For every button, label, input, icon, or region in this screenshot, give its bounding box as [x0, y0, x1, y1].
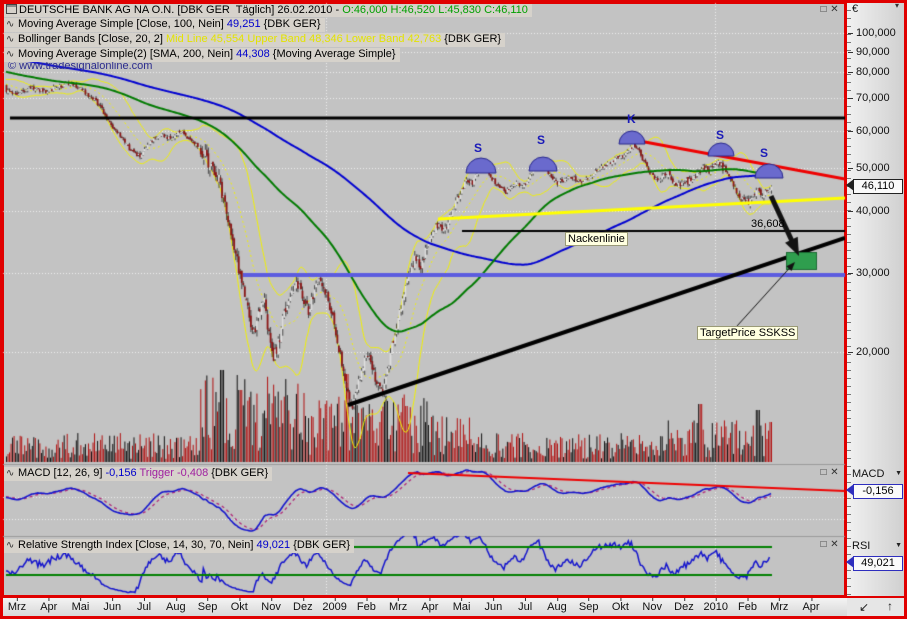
indicator-legend-row-2[interactable]: ∿ Moving Average Simple(2) [SMA, 200, Nei…: [4, 48, 400, 62]
chevron-down-icon[interactable]: ▼: [895, 470, 902, 477]
legend-text: -0,156: [105, 467, 137, 479]
last-price-marker: 46,110: [846, 179, 903, 194]
legend-text: 49,021: [256, 539, 291, 551]
legend-stack: DEUTSCHE BANK AG NA O.N. [DBK GER Täglic…: [4, 4, 532, 553]
legend-text: O:46,000 H:46,520 L:45,830 C:46,110: [342, 4, 528, 16]
pan-up-icon[interactable]: ↑: [887, 599, 893, 613]
macd-axis-label: MACD: [852, 468, 885, 480]
legend-text: -0,408: [177, 467, 209, 479]
rsi-axis-label: RSI: [852, 540, 871, 552]
legend-text: DEUTSCHE BANK AG NA O.N. [DBK GER Täglic…: [19, 4, 343, 16]
indicator-line-icon: ∿: [6, 468, 15, 479]
legend-text: Trigger: [136, 467, 177, 479]
close-icon[interactable]: ✕: [830, 539, 839, 550]
macd-value-marker: -0,156: [846, 484, 903, 499]
legend-text: {Moving Average Simple}: [269, 48, 396, 60]
legend-text: {DBK GER}: [290, 539, 351, 551]
chevron-down-icon[interactable]: ▼: [895, 542, 902, 549]
legend-text: MACD [12, 26, 9]: [18, 467, 106, 479]
legend-text: Bollinger Bands [Close, 20, 2]: [18, 33, 166, 45]
instrument-title-row[interactable]: DEUTSCHE BANK AG NA O.N. [DBK GER Täglic…: [4, 4, 532, 17]
panel-controls-0: □ ✕: [818, 4, 840, 15]
indicator-line-icon: ∿: [6, 540, 15, 551]
legend-text: {DBK GER}: [260, 18, 321, 30]
panel-controls-1: □ ✕: [818, 467, 840, 478]
rsi-legend-row[interactable]: ∿ Relative Strength Index [Close, 14, 30,…: [4, 539, 355, 553]
close-icon[interactable]: ✕: [830, 467, 839, 478]
legend-text: {DBK GER}: [444, 33, 502, 45]
legend-text: Moving Average Simple(2) [SMA, 200, Nein…: [18, 48, 237, 60]
legend-text: Moving Average Simple [Close, 100, Nein]: [18, 18, 227, 30]
legend-text: Relative Strength Index [Close, 14, 30, …: [18, 539, 257, 551]
restore-icon[interactable]: □: [820, 467, 827, 478]
chart-window-icon: [6, 4, 17, 14]
panel-controls-2: □ ✕: [818, 539, 840, 550]
close-icon[interactable]: ✕: [830, 4, 839, 15]
legend-text: 44,308: [236, 48, 270, 60]
restore-icon[interactable]: □: [820, 539, 827, 550]
axis-caret-icon[interactable]: ▾: [895, 1, 900, 10]
rsi-value-marker: 49,021: [846, 556, 903, 571]
legend-text: 49,251: [226, 18, 261, 30]
legend-text: Mid Line 45,554 Upper Band 48,346 Lower …: [165, 33, 445, 45]
rsi-axis-dropdown[interactable]: RSI ▼: [852, 540, 902, 552]
legend-text: {DBK GER}: [208, 467, 269, 479]
indicator-line-icon: ∿: [6, 49, 15, 60]
indicator-legend-row-0[interactable]: ∿ Moving Average Simple [Close, 100, Nein…: [4, 18, 325, 32]
indicator-legend-row-1[interactable]: ∿ Bollinger Bands [Close, 20, 2] Mid Line…: [4, 33, 506, 47]
macd-axis-dropdown[interactable]: MACD ▼: [852, 468, 902, 480]
pan-diagonal-icon[interactable]: ↙: [859, 600, 870, 614]
currency-label: €: [852, 3, 859, 15]
indicator-line-icon: ∿: [6, 19, 15, 30]
macd-legend-row[interactable]: ∿ MACD [12, 26, 9] -0,156 Trigger -0,408 …: [4, 467, 273, 481]
indicator-line-icon: ∿: [6, 34, 15, 45]
restore-icon[interactable]: □: [820, 4, 827, 15]
